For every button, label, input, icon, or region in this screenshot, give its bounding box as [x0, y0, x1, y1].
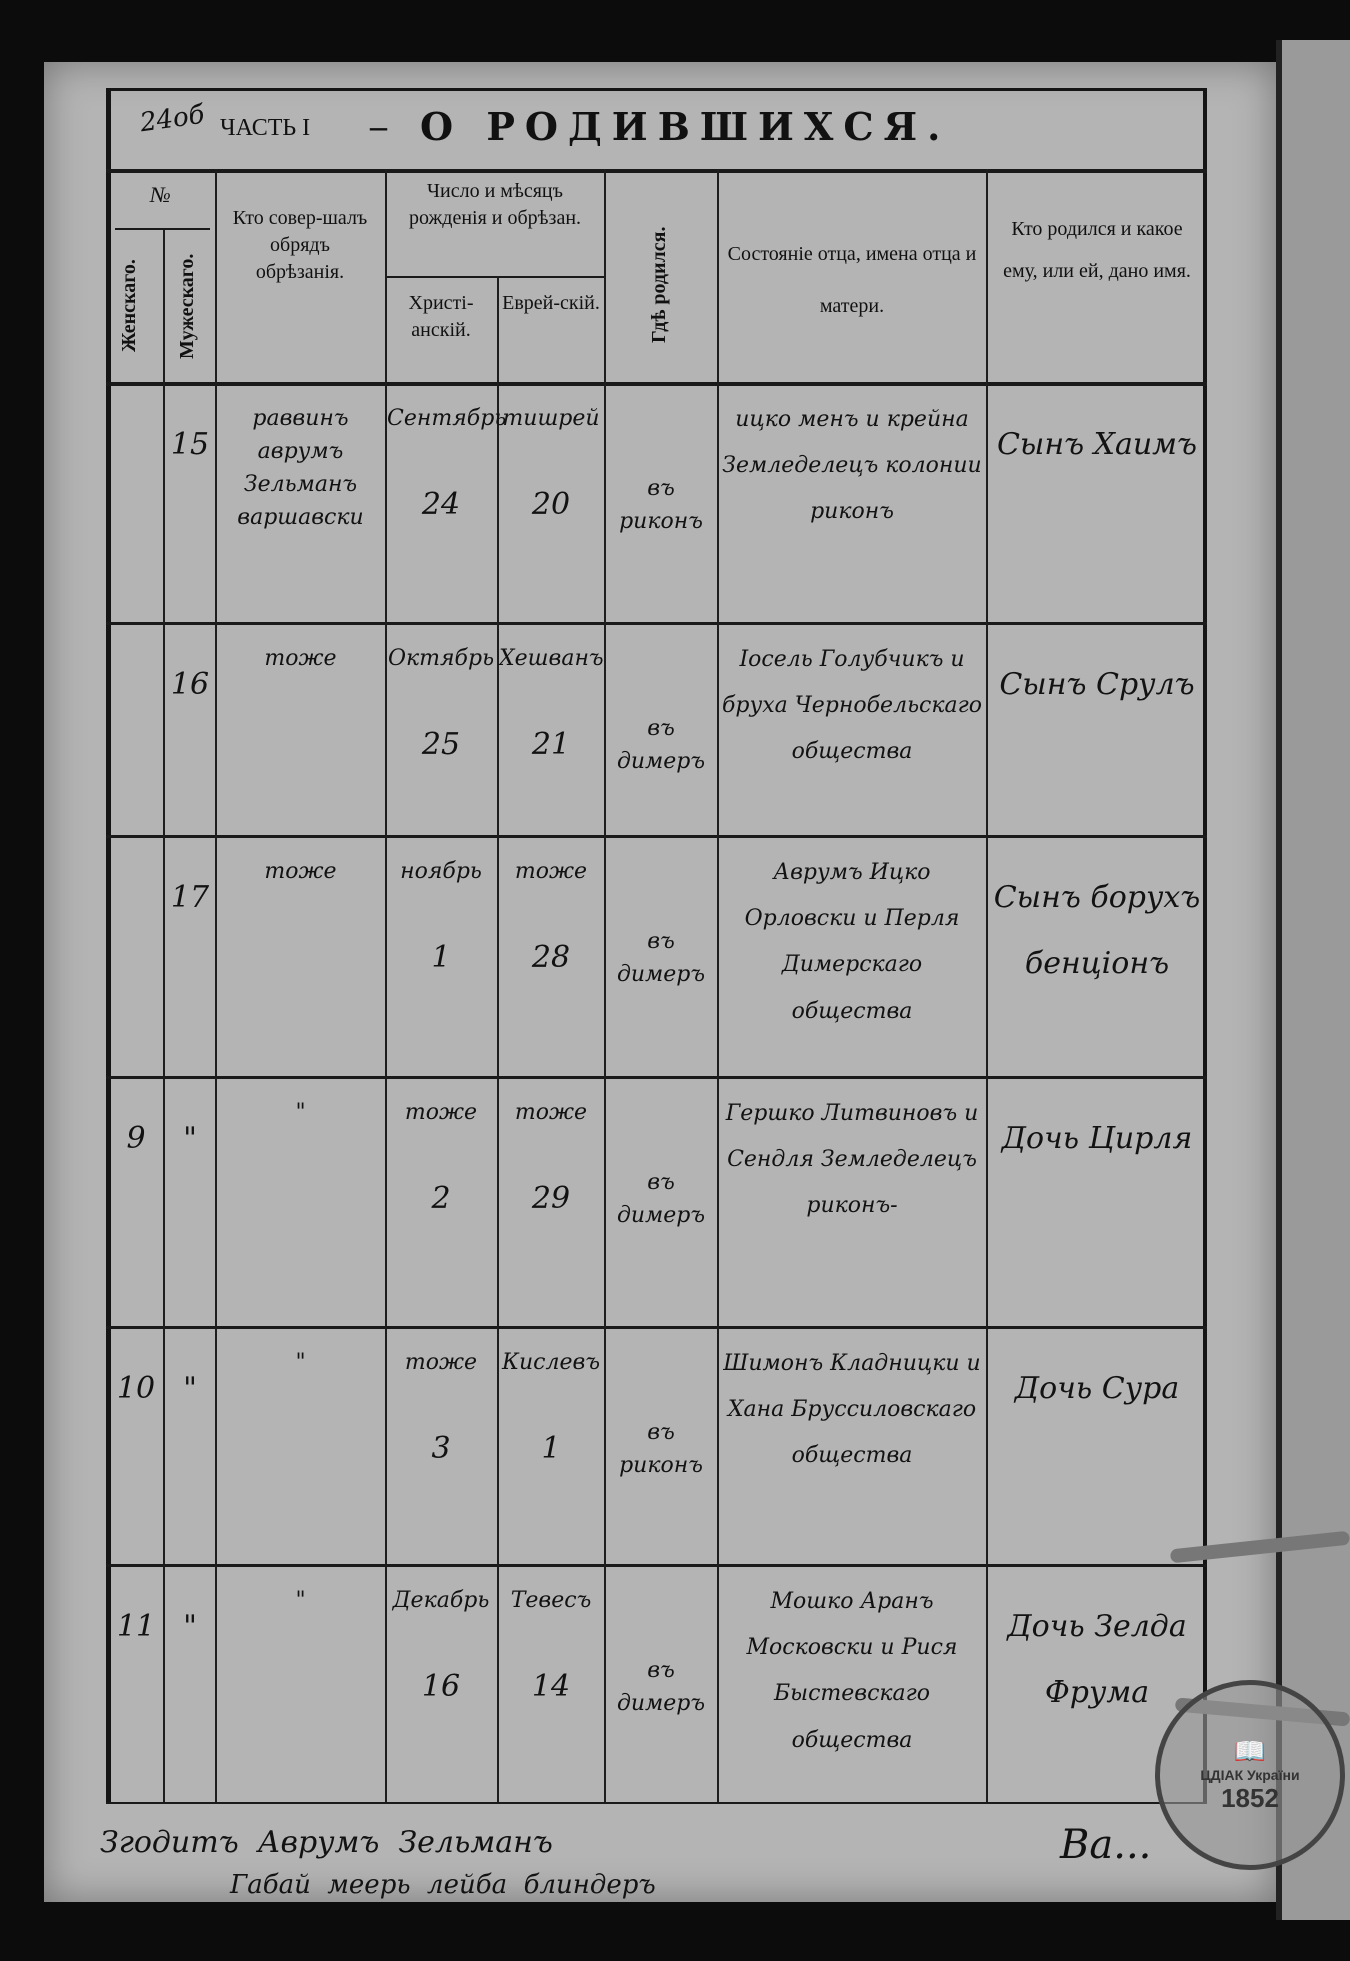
row-male: " — [183, 1371, 197, 1406]
row-jew-month: Тевесъ — [510, 1588, 592, 1613]
row-place: въ димеръ — [616, 716, 706, 774]
row-place: въ риконъ — [619, 1420, 703, 1478]
register-page — [44, 62, 1276, 1902]
row-chr-day: 24 — [421, 487, 461, 522]
header-child: Кто родился и какое ему, или ей, дано им… — [1003, 218, 1191, 282]
row-child: Дочь Зелда Фрума — [1007, 1609, 1187, 1710]
header-jewish: Еврей-скій. — [502, 292, 600, 314]
row-chr-month: ноябрь — [400, 859, 482, 884]
row-place: въ димеръ — [616, 1658, 706, 1716]
row-chr-month: Октябрь — [387, 646, 495, 671]
row-parents: Гершко Литвиновъ и Сендля Земледелецъ ри… — [725, 1101, 979, 1219]
row-chr-day: 3 — [431, 1431, 451, 1466]
row-chr-month: тоже — [404, 1100, 478, 1125]
table-frame — [106, 88, 1207, 1802]
title-dash: – — [370, 108, 387, 145]
header-who-performed: Кто совер-шалъ обрядъ обрѣзанія. — [232, 207, 368, 283]
row-child: Сынъ борухъ бенціонъ — [993, 880, 1201, 981]
adjacent-page-edge — [1276, 40, 1350, 1920]
row-parents: ицко менъ и крейна Земледелецъ колонии р… — [722, 407, 982, 525]
row-jew-day: 21 — [531, 727, 571, 762]
row-child: Сынъ Хаимъ — [996, 427, 1198, 462]
stamp-year: 1852 — [1221, 1783, 1279, 1813]
row-who: " — [295, 1100, 306, 1125]
row-who: " — [295, 1350, 306, 1375]
row-child: Сынъ Срулъ — [999, 667, 1195, 702]
row-child: Дочь Цирля — [1001, 1121, 1193, 1156]
row-jew-month: тишрей — [502, 406, 600, 431]
page-title: О РОДИВШИХСЯ. — [420, 104, 951, 149]
row-parents: Іосель Голубчикъ и бруха Чернобельскаго … — [721, 647, 982, 765]
part-label: ЧАСТЬ I — [220, 115, 311, 141]
row-parents: Шимонъ Кладницки и Хана Бруссиловскаго о… — [723, 1351, 981, 1469]
header-place: Гдѣ родился. — [648, 226, 670, 344]
stamp-text: ЦДІАК України — [1200, 1767, 1300, 1783]
row-chr-day: 2 — [431, 1181, 451, 1216]
row-chr-day: 25 — [421, 727, 461, 762]
row-jew-day: 1 — [541, 1431, 561, 1466]
row-chr-month: Декабрь — [392, 1588, 490, 1613]
row-jew-month: тоже — [514, 1100, 588, 1125]
row-who: тоже — [264, 859, 337, 884]
row-jew-day: 14 — [531, 1669, 571, 1704]
row-who: раввинъ аврумъ Зельманъ варшавски — [237, 406, 364, 530]
header-parents: Состояніе отца, имена отца и матери. — [727, 243, 977, 317]
row-jew-day: 20 — [531, 487, 571, 522]
row-female: 10 — [116, 1371, 156, 1406]
row-chr-month: Сентябрь — [387, 406, 507, 431]
header-date: Число и мѣсяцъ рожденія и обрѣзан. — [408, 180, 582, 229]
row-female: 11 — [116, 1609, 156, 1644]
row-jew-day: 29 — [531, 1181, 571, 1216]
header-christian: Христі-анскій. — [408, 292, 474, 341]
row-jew-day: 28 — [531, 940, 571, 975]
header-female: Женскаго. — [118, 259, 140, 353]
signature: Ва... — [1060, 1822, 1152, 1868]
footer-gabbai: Габай меерь лейба блиндеръ — [230, 1870, 656, 1900]
row-parents: Аврумъ Ицко Орловски и Перля Димерскаго … — [744, 860, 960, 1024]
book-icon: 📖 — [1233, 1736, 1267, 1766]
row-male: 17 — [170, 880, 210, 915]
row-jew-month: Хешванъ — [499, 646, 604, 671]
archive-stamp: 📖 ЦДІАК України 1852 — [1155, 1680, 1345, 1870]
row-child: Дочь Сура — [1014, 1371, 1180, 1406]
row-male: 16 — [170, 667, 210, 702]
header-male: Мужескаго. — [176, 253, 198, 359]
footer-witness: Згодитъ Аврумъ Зельманъ — [100, 1825, 553, 1860]
row-place: въ риконъ — [619, 476, 703, 534]
row-chr-day: 1 — [431, 940, 451, 975]
row-male: 15 — [170, 427, 210, 462]
row-jew-month: тоже — [514, 859, 588, 884]
row-jew-month: Кислевъ — [501, 1350, 600, 1375]
row-parents: Мошко Аранъ Московски и Рися Быстевскаго… — [746, 1589, 958, 1753]
row-place: въ димеръ — [616, 929, 706, 987]
row-male: " — [183, 1121, 197, 1156]
row-chr-day: 16 — [421, 1669, 461, 1704]
row-place: въ димеръ — [616, 1170, 706, 1228]
row-who: " — [295, 1588, 306, 1613]
row-male: " — [183, 1609, 197, 1644]
row-female: 9 — [126, 1121, 146, 1156]
header-number: № — [150, 182, 171, 207]
row-chr-month: тоже — [404, 1350, 478, 1375]
row-who: тоже — [264, 646, 337, 671]
